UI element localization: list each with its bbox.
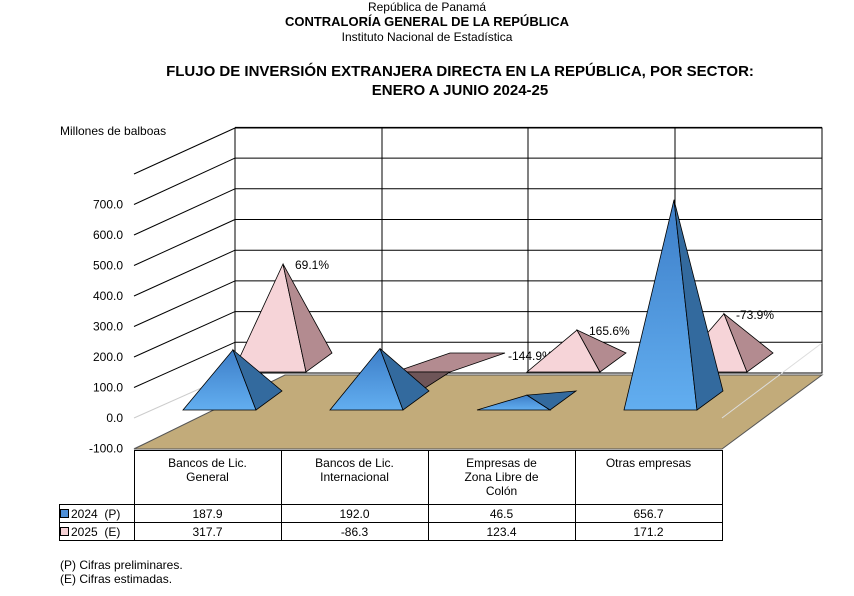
value-cell: 171.2 (574, 522, 723, 541)
y-tick-label: 500.0 (93, 259, 123, 273)
y-tick-label: 400.0 (93, 289, 123, 303)
category-label: Bancos de Lic. (315, 456, 394, 470)
pyramid-2024-side (673, 199, 724, 411)
side-gridline (133, 280, 236, 327)
category-label: General (186, 470, 229, 484)
pyramid-2024-side (379, 348, 430, 411)
y-tick-label: 300.0 (93, 320, 123, 334)
annotation-label: -73.9% (736, 308, 774, 322)
y-axis-label: Millones de balboas (60, 124, 166, 138)
side-gridline (133, 188, 236, 236)
side-gridline (133, 341, 236, 388)
chart-subtitle: ENERO A JUNIO 2024-25 (371, 82, 549, 99)
category-header: Empresas de Zona Libre de Colón (427, 450, 576, 505)
pyramid-2025-side (576, 329, 627, 373)
legend-swatch (60, 526, 69, 536)
data-table: Bancos de Lic. General Bancos de Lic. Inter… (59, 450, 723, 541)
y-tick-label: 100.0 (93, 381, 123, 395)
legend-label: 2025 (E) (71, 524, 121, 539)
floor-edge (721, 342, 823, 419)
category-label: Otras empresas (605, 456, 692, 470)
value-cell: 192.0 (280, 504, 429, 523)
category-label: Colón (485, 484, 518, 498)
legend-label: 2024 (P) (71, 506, 121, 521)
pyramid-2025-side (282, 263, 333, 373)
table-corner (59, 450, 135, 505)
category-header: Bancos de Lic. Internacional (280, 450, 429, 505)
value-cell: 123.4 (427, 522, 576, 541)
pyramid-2025-side (723, 312, 774, 373)
category-label: Internacional (320, 470, 389, 484)
category-label: Zona Libre de (464, 470, 539, 484)
value-cell: 656.7 (574, 504, 723, 523)
side-gridline (133, 127, 236, 175)
chart-title: FLUJO DE INVERSIÓN EXTRANJERA DIRECTA EN… (166, 63, 754, 80)
pyramid-2024-side (232, 348, 283, 411)
y-tick-label: 700.0 (93, 198, 123, 212)
header-institution: CONTRALORÍA GENERAL DE LA REPÚBLICA (284, 14, 570, 29)
value-cell: 317.7 (133, 522, 282, 541)
category-label: Bancos de Lic. (168, 456, 247, 470)
y-tick-label: 600.0 (93, 228, 123, 242)
legend-swatch (60, 508, 69, 518)
note-preliminary: (P) Cifras preliminares. (60, 558, 183, 572)
side-gridline (133, 219, 236, 266)
side-gridline (133, 311, 236, 358)
pyramid-2024-side (525, 390, 578, 411)
annotation-label: 165.6% (589, 324, 630, 338)
side-gridline (133, 157, 236, 205)
value-cell: -86.3 (280, 522, 429, 541)
legend-cell: 2024 (P) (59, 504, 135, 523)
value-cell: 187.9 (133, 504, 282, 523)
header-country: República de Panamá (367, 0, 487, 14)
category-header: Otras empresas (574, 450, 723, 505)
side-gridline (133, 249, 236, 297)
category-label: Empresas de (466, 456, 537, 470)
y-tick-label: 200.0 (93, 350, 123, 364)
category-header: Bancos de Lic. General (133, 450, 282, 505)
legend-cell: 2025 (E) (59, 522, 135, 541)
y-tick-label: 0.0 (106, 411, 123, 425)
annotation-label: 69.1% (295, 258, 329, 272)
header-institute: Instituto Nacional de Estadística (341, 30, 513, 44)
value-cell: 46.5 (427, 504, 576, 523)
note-estimated: (E) Cifras estimadas. (60, 572, 173, 586)
